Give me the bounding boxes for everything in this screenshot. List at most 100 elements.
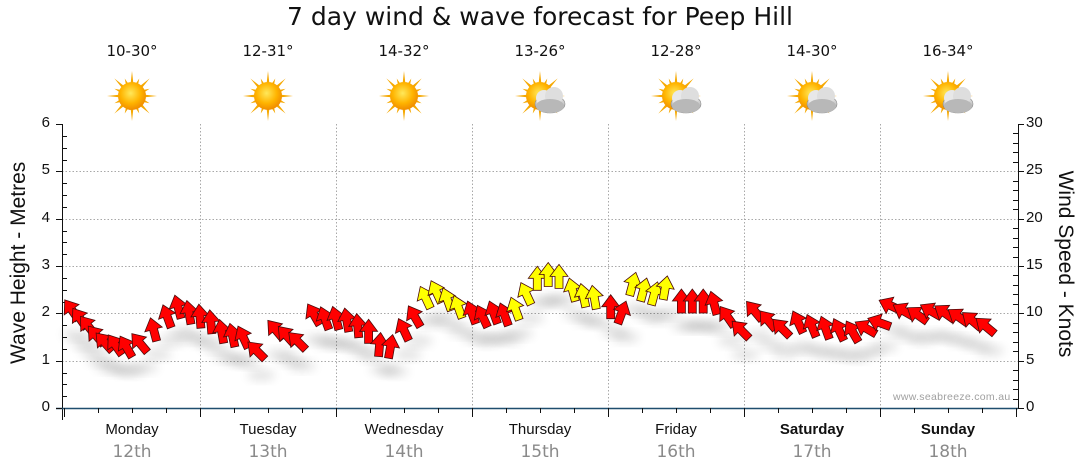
wind-arrow bbox=[975, 317, 998, 338]
cloud-shape bbox=[806, 87, 838, 114]
sun-ray bbox=[547, 78, 558, 89]
sun-ray bbox=[930, 78, 941, 89]
sun-ray bbox=[275, 78, 286, 89]
sun-ray bbox=[538, 71, 542, 85]
arrow-shadow bbox=[704, 322, 733, 333]
cloud-part bbox=[536, 99, 564, 113]
arrow-shadow bbox=[976, 345, 1005, 356]
wind-arrow bbox=[157, 304, 177, 330]
temperature-range: 12-31° bbox=[242, 42, 294, 60]
wind-arrow bbox=[655, 275, 675, 301]
sun-ray bbox=[143, 94, 157, 98]
sun-ray bbox=[266, 71, 270, 85]
left-tick-label: 1 bbox=[41, 350, 50, 368]
right-tick-label: 30 bbox=[1026, 114, 1043, 131]
wind-arrow bbox=[288, 332, 310, 353]
sun-ray bbox=[402, 71, 406, 85]
arrow-shadow bbox=[437, 319, 466, 330]
left-tick-label: 4 bbox=[41, 208, 50, 226]
day-date: 17th bbox=[792, 442, 832, 462]
arrow-shadow bbox=[744, 330, 773, 341]
sun-ray bbox=[658, 103, 669, 114]
sun-ray bbox=[107, 94, 121, 98]
sun-ray bbox=[139, 103, 150, 114]
sun-ray bbox=[139, 78, 150, 89]
sun-icon bbox=[243, 71, 293, 121]
cloud-shape bbox=[942, 87, 974, 114]
day-date: 18th bbox=[928, 442, 968, 462]
sun-ray bbox=[130, 71, 134, 85]
arrow-shadow bbox=[143, 349, 172, 360]
partly-cloudy-icon bbox=[787, 71, 838, 121]
sun-ray bbox=[411, 78, 422, 89]
arrow-shadow bbox=[717, 336, 746, 347]
left-tick-label: 5 bbox=[41, 161, 50, 179]
left-tick-label: 0 bbox=[41, 398, 50, 415]
sun-ray bbox=[522, 103, 533, 114]
sun-icon bbox=[379, 71, 429, 121]
arrow-shadow bbox=[516, 313, 545, 324]
partly-cloudy-icon bbox=[515, 71, 566, 121]
wind-arrow bbox=[612, 300, 632, 326]
wind-arrow bbox=[380, 333, 401, 360]
sun-ray bbox=[379, 94, 393, 98]
wind-arrow bbox=[584, 284, 604, 311]
wind-arrow bbox=[867, 313, 893, 332]
sun-ray bbox=[275, 103, 286, 114]
wind-arrow bbox=[789, 310, 808, 335]
right-tick-label: 20 bbox=[1026, 208, 1043, 226]
sun-ray bbox=[810, 71, 814, 85]
chart-title: 7 day wind & wave forecast for Peep Hill bbox=[287, 2, 793, 31]
sun-ray bbox=[411, 103, 422, 114]
arrow-shadow bbox=[247, 370, 276, 381]
left-tick-label: 3 bbox=[41, 256, 50, 273]
sun-ray bbox=[794, 78, 805, 89]
temperature-range: 10-30° bbox=[106, 42, 158, 60]
left-tick-label: 6 bbox=[41, 114, 50, 131]
wind-arrow bbox=[772, 318, 794, 340]
wind-arrow bbox=[131, 333, 151, 356]
sun-ray bbox=[658, 78, 669, 89]
wind-arrow bbox=[144, 317, 164, 343]
temperature-range: 14-32° bbox=[378, 42, 430, 60]
sun-ray bbox=[794, 103, 805, 114]
sun-ray bbox=[674, 71, 678, 85]
day-label: Tuesday bbox=[239, 421, 297, 438]
left-tick-label: 2 bbox=[41, 303, 50, 321]
day-label: Monday bbox=[105, 421, 159, 438]
wind-arrow bbox=[394, 318, 413, 343]
wind-arrows bbox=[63, 261, 998, 363]
cloud-shape bbox=[534, 87, 566, 114]
sun-ray bbox=[522, 78, 533, 89]
sun-icon bbox=[107, 71, 157, 121]
arrow-shadow bbox=[380, 366, 409, 377]
arrow-shadow bbox=[78, 345, 107, 356]
sun-ray bbox=[651, 94, 665, 98]
arrow-shadow bbox=[870, 341, 898, 352]
wind-arrow bbox=[234, 325, 253, 351]
sun-ray bbox=[266, 107, 270, 121]
sun-ray bbox=[946, 71, 950, 85]
arrow-shadow bbox=[394, 349, 422, 360]
day-label: Friday bbox=[655, 421, 697, 438]
arrow-shadow bbox=[62, 329, 91, 340]
sun-ray bbox=[114, 103, 125, 114]
sun-ray bbox=[243, 94, 257, 98]
arrow-shadow bbox=[287, 360, 316, 371]
sun-ray bbox=[386, 78, 397, 89]
arrow-shadow bbox=[758, 339, 787, 350]
day-date: 13th bbox=[248, 442, 288, 462]
right-tick-label: 5 bbox=[1026, 350, 1035, 368]
sun-ray bbox=[402, 107, 406, 121]
cloud-shape bbox=[670, 87, 702, 114]
axes bbox=[56, 124, 1024, 420]
right-tick-label: 10 bbox=[1026, 303, 1043, 321]
arrow-shadow bbox=[584, 317, 613, 328]
arrow-shadow bbox=[505, 328, 534, 339]
wind-arrow bbox=[704, 290, 724, 317]
right-tick-label: 15 bbox=[1026, 256, 1043, 273]
sun-ray bbox=[515, 94, 529, 98]
arrow-shadow bbox=[731, 349, 760, 360]
